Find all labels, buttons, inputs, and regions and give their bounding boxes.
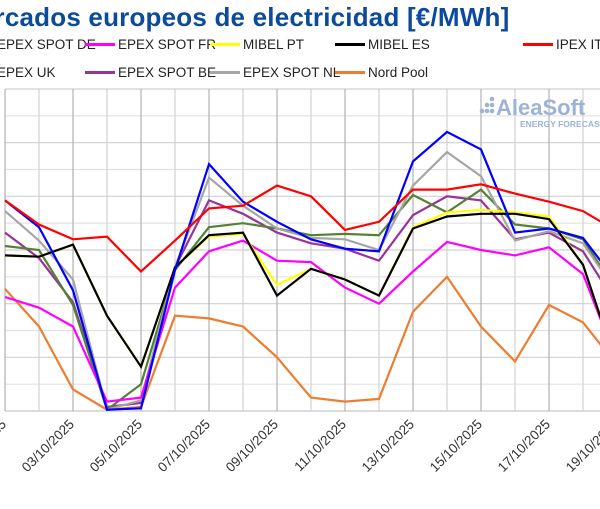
legend-item-mibel-pt: MIBEL PT: [210, 34, 304, 54]
watermark-tagline: ENERGY FORECASTING: [520, 119, 600, 129]
series-line-ipex-it: [4, 183, 600, 274]
legend-label: EPEX UK: [0, 64, 56, 80]
legend-label: EPEX SPOT NL: [243, 64, 341, 80]
legend-swatch: [85, 42, 115, 46]
x-tick-label: 05/10/2025: [87, 417, 145, 475]
x-tick-label: 09/10/2025: [223, 417, 281, 475]
legend-label: IPEX IT: [556, 36, 600, 52]
legend-swatch: [523, 42, 553, 46]
legend-swatch: [210, 42, 240, 46]
legend-label: EPEX SPOT DE: [0, 36, 96, 52]
legend-label: MIBEL PT: [243, 36, 305, 52]
legend-swatch: [335, 42, 365, 46]
x-tick-label: 15/10/2025: [427, 417, 485, 475]
legend-swatch: [85, 70, 115, 74]
legend-label: Nord Pool: [368, 64, 429, 80]
series-line-epex-spot-fr: [4, 239, 600, 403]
grid: [4, 88, 600, 412]
x-tick-label: 17/10/2025: [495, 417, 553, 475]
x-tick-label: 01/10/2025: [0, 417, 9, 475]
x-tick-label: 13/10/2025: [359, 417, 417, 475]
legend-item-epex-spot-nl: EPEX SPOT NL: [210, 62, 340, 82]
legend-item-epex-uk: EPEX UK: [0, 62, 56, 82]
aleasoft-logo-icon: [479, 96, 495, 114]
series-line-mibel-es: [4, 212, 600, 370]
legend: EPEX SPOT DE EPEX SPOT FR MIBEL PT MIBEL…: [0, 34, 600, 84]
legend-item-nord-pool: Nord Pool: [335, 62, 428, 82]
x-tick-label: 07/10/2025: [155, 417, 213, 475]
x-axis-tick-labels: 01/10/2025 03/10/2025 05/10/2025 07/10/2025…: [0, 417, 600, 475]
legend-label: EPEX SPOT FR: [118, 36, 217, 52]
legend-swatch: [335, 70, 365, 74]
aleasoft-watermark: AleaSoft ENERGY FORECASTING: [479, 95, 600, 129]
chart-title: Mercados europeos de electricidad [€/MWh…: [0, 2, 510, 32]
x-tick-label: 19/10/2025: [563, 417, 600, 475]
legend-item-epex-spot-de: EPEX SPOT DE: [0, 34, 96, 54]
legend-item-mibel-es: MIBEL ES: [335, 34, 430, 54]
legend-swatch: [210, 70, 240, 74]
legend-label: EPEX SPOT BE: [118, 64, 217, 80]
x-tick-label: 11/10/2025: [291, 417, 349, 475]
legend-item-epex-spot-be: EPEX SPOT BE: [85, 62, 216, 82]
series-line-nord-pool: [4, 275, 600, 411]
x-tick-label: 03/10/2025: [19, 417, 77, 475]
legend-label: MIBEL ES: [368, 36, 430, 52]
series-lines: [4, 130, 600, 412]
legend-item-epex-spot-fr: EPEX SPOT FR: [85, 34, 216, 54]
legend-item-ipex-it: IPEX IT: [523, 34, 600, 54]
series-line-epex-spot-de: [4, 130, 600, 411]
watermark-brand: AleaSoft: [496, 95, 586, 120]
